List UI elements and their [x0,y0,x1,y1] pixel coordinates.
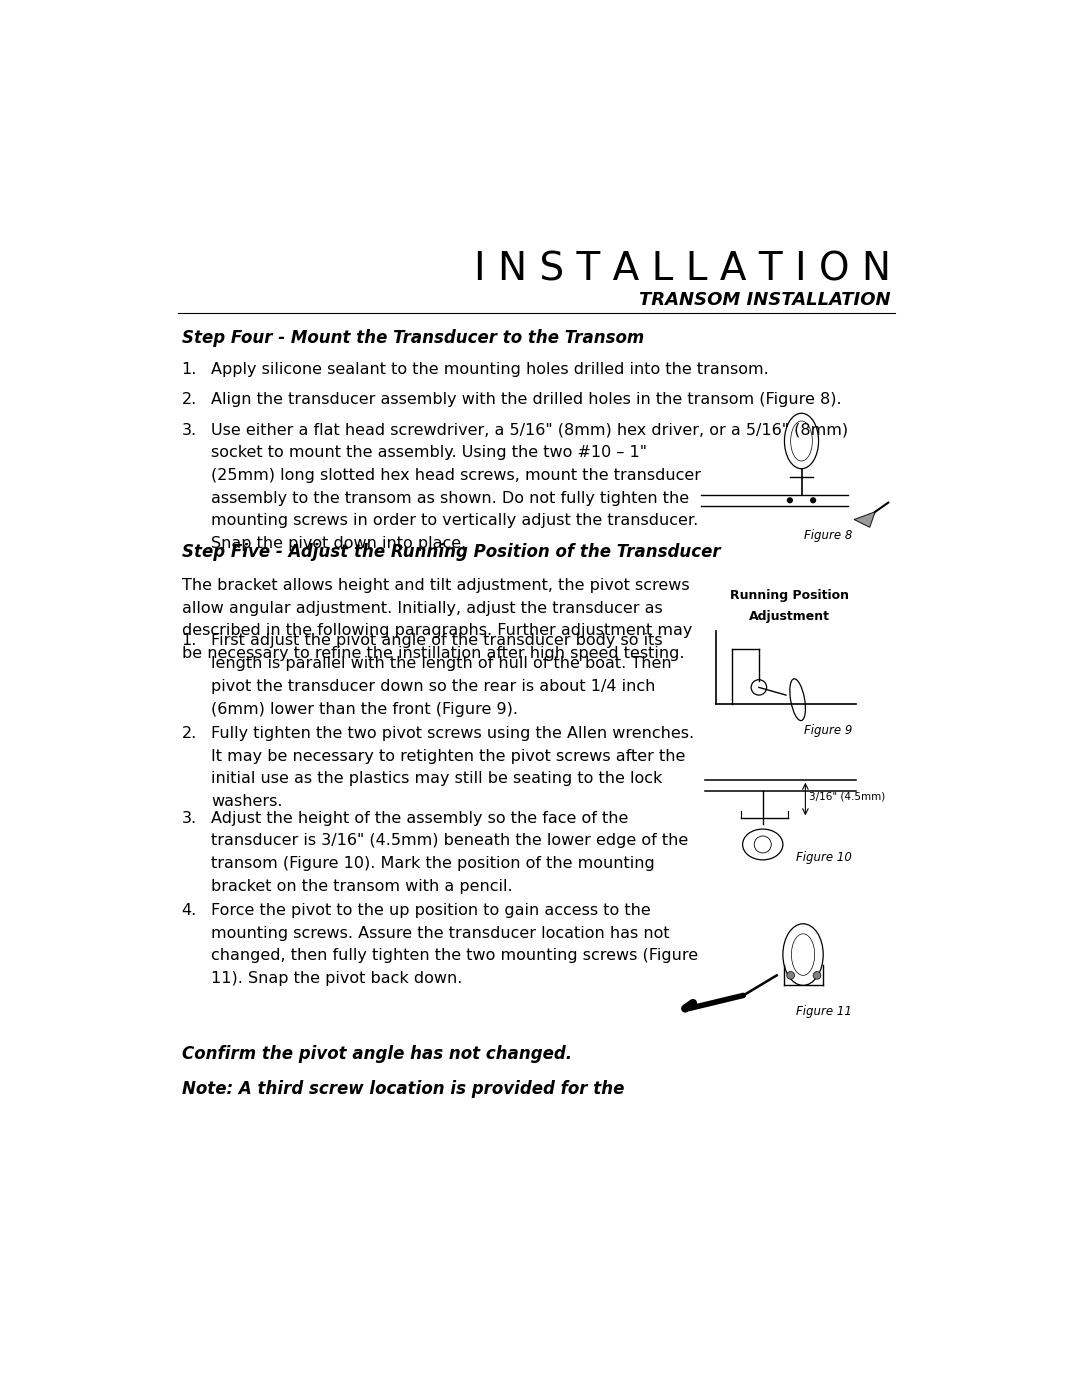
Text: 4.: 4. [181,902,197,918]
Text: Adjust the height of the assembly so the face of the: Adjust the height of the assembly so the… [211,810,629,826]
Text: pivot the transducer down so the rear is about 1/4 inch: pivot the transducer down so the rear is… [211,679,656,694]
Text: initial use as the plastics may still be seating to the lock: initial use as the plastics may still be… [211,771,662,787]
Text: 2.: 2. [181,391,197,407]
Text: I N S T A L L A T I O N: I N S T A L L A T I O N [474,250,891,288]
Text: TRANSOM INSTALLATION: TRANSOM INSTALLATION [639,291,891,309]
Text: Running Position: Running Position [730,588,849,602]
Text: socket to mount the assembly. Using the two #10 – 1": socket to mount the assembly. Using the … [211,446,647,460]
Text: Force the pivot to the up position to gain access to the: Force the pivot to the up position to ga… [211,902,650,918]
Circle shape [813,971,821,979]
Text: bracket on the transom with a pencil.: bracket on the transom with a pencil. [211,879,513,894]
Text: Figure 10: Figure 10 [796,851,852,863]
Ellipse shape [789,679,806,721]
Text: changed, then fully tighten the two mounting screws (Figure: changed, then fully tighten the two moun… [211,949,698,964]
Text: Figure 9: Figure 9 [804,724,852,736]
Text: 1.: 1. [181,362,197,377]
Text: It may be necessary to retighten the pivot screws after the: It may be necessary to retighten the piv… [211,749,686,764]
Text: (25mm) long slotted hex head screws, mount the transducer: (25mm) long slotted hex head screws, mou… [211,468,701,483]
Text: allow angular adjustment. Initially, adjust the transducer as: allow angular adjustment. Initially, adj… [181,601,662,616]
Circle shape [786,971,795,979]
Text: mounting screws. Assure the transducer location has not: mounting screws. Assure the transducer l… [211,926,670,940]
Text: 3.: 3. [181,810,197,826]
Text: Adjustment: Adjustment [750,610,831,623]
Text: transducer is 3/16" (4.5mm) beneath the lower edge of the: transducer is 3/16" (4.5mm) beneath the … [211,833,688,848]
Ellipse shape [784,414,819,469]
Text: Figure 8: Figure 8 [804,529,852,542]
Text: length is parallel with the length of hull of the boat. Then: length is parallel with the length of hu… [211,657,672,671]
Text: be necessary to refine the instillation after high speed testing.: be necessary to refine the instillation … [181,647,684,661]
Text: Align the transducer assembly with the drilled holes in the transom (Figure 8).: Align the transducer assembly with the d… [211,391,841,407]
Text: Apply silicone sealant to the mounting holes drilled into the transom.: Apply silicone sealant to the mounting h… [211,362,769,377]
Ellipse shape [743,828,783,861]
Text: washers.: washers. [211,793,283,809]
Text: 11). Snap the pivot back down.: 11). Snap the pivot back down. [211,971,462,986]
Text: Fully tighten the two pivot screws using the Allen wrenches.: Fully tighten the two pivot screws using… [211,726,694,740]
Text: Figure 11: Figure 11 [796,1004,852,1017]
Text: Step Four - Mount the Transducer to the Transom: Step Four - Mount the Transducer to the … [181,328,644,346]
Text: mounting screws in order to vertically adjust the transducer.: mounting screws in order to vertically a… [211,513,698,528]
Text: (6mm) lower than the front (Figure 9).: (6mm) lower than the front (Figure 9). [211,701,518,717]
Text: First adjust the pivot angle of the transducer body so its: First adjust the pivot angle of the tran… [211,633,662,648]
Text: Step Five - Adjust the Running Position of the Transducer: Step Five - Adjust the Running Position … [181,542,720,560]
Text: 3.: 3. [181,422,197,437]
Text: 2.: 2. [181,726,197,740]
Text: assembly to the transom as shown. Do not fully tighten the: assembly to the transom as shown. Do not… [211,490,689,506]
Text: The bracket allows height and tilt adjustment, the pivot screws: The bracket allows height and tilt adjus… [181,578,689,594]
Text: Note: A third screw location is provided for the: Note: A third screw location is provided… [181,1080,624,1098]
Circle shape [810,497,816,503]
Text: Confirm the pivot angle has not changed.: Confirm the pivot angle has not changed. [181,1045,571,1063]
Text: described in the following paragraphs. Further adjustment may: described in the following paragraphs. F… [181,623,692,638]
Ellipse shape [783,923,823,985]
Text: 3/16" (4.5mm): 3/16" (4.5mm) [809,792,886,802]
Polygon shape [854,511,875,527]
Text: Snap the pivot down into place.: Snap the pivot down into place. [211,536,467,550]
Text: Use either a flat head screwdriver, a 5/16" (8mm) hex driver, or a 5/16" (8mm): Use either a flat head screwdriver, a 5/… [211,422,848,437]
Circle shape [786,497,793,503]
Text: transom (Figure 10). Mark the position of the mounting: transom (Figure 10). Mark the position o… [211,856,654,870]
Text: 1.: 1. [181,633,197,648]
